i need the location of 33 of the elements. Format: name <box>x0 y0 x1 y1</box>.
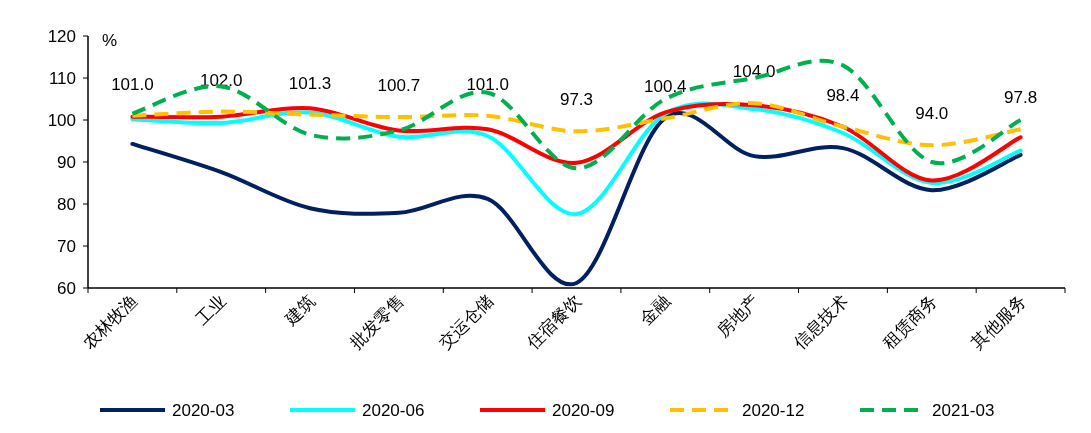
x-tick-label: 交运仓储 <box>434 291 497 353</box>
x-tick-label: 房地产 <box>713 291 763 341</box>
y-tick-label: 60 <box>57 279 76 298</box>
legend-label: 2021-03 <box>932 401 995 420</box>
data-label: 100.7 <box>377 76 421 96</box>
x-tick-label: 建筑 <box>280 291 319 330</box>
x-tick-label: 住宿餐饮 <box>523 291 586 354</box>
y-tick-label: 70 <box>57 237 76 256</box>
data-label: 101.0 <box>466 74 509 94</box>
legend-label: 2020-06 <box>362 401 425 420</box>
x-tick-label: 租赁商务 <box>879 291 941 353</box>
y-tick-label: 120 <box>47 27 76 46</box>
data-label: 97.8 <box>1004 88 1038 108</box>
data-label: 98.4 <box>826 85 860 105</box>
legend-label: 2020-09 <box>552 401 615 420</box>
y-tick-label: 110 <box>48 69 76 88</box>
data-label: 101.0 <box>111 74 154 94</box>
data-label: 101.3 <box>288 73 332 93</box>
legend-label: 2020-03 <box>172 401 235 420</box>
x-tick-label: 农林牧渔 <box>79 291 142 353</box>
y-tick-label: 100 <box>47 111 76 130</box>
y-tick-label: 80 <box>57 195 76 214</box>
x-tick-label: 批发零售 <box>346 291 408 353</box>
legend-label: 2020-12 <box>742 401 805 420</box>
data-label: 94.0 <box>915 104 949 124</box>
x-tick-label: 其他服务 <box>967 291 1030 353</box>
data-label: 97.3 <box>559 90 594 110</box>
x-tick-label: 金融 <box>636 291 675 329</box>
x-tick-label: 信息技术 <box>790 291 852 353</box>
y-tick-label: 90 <box>57 153 76 172</box>
data-label: 100.4 <box>644 77 687 97</box>
y-axis-title: % <box>102 31 118 50</box>
x-tick-label: 工业 <box>192 291 231 329</box>
